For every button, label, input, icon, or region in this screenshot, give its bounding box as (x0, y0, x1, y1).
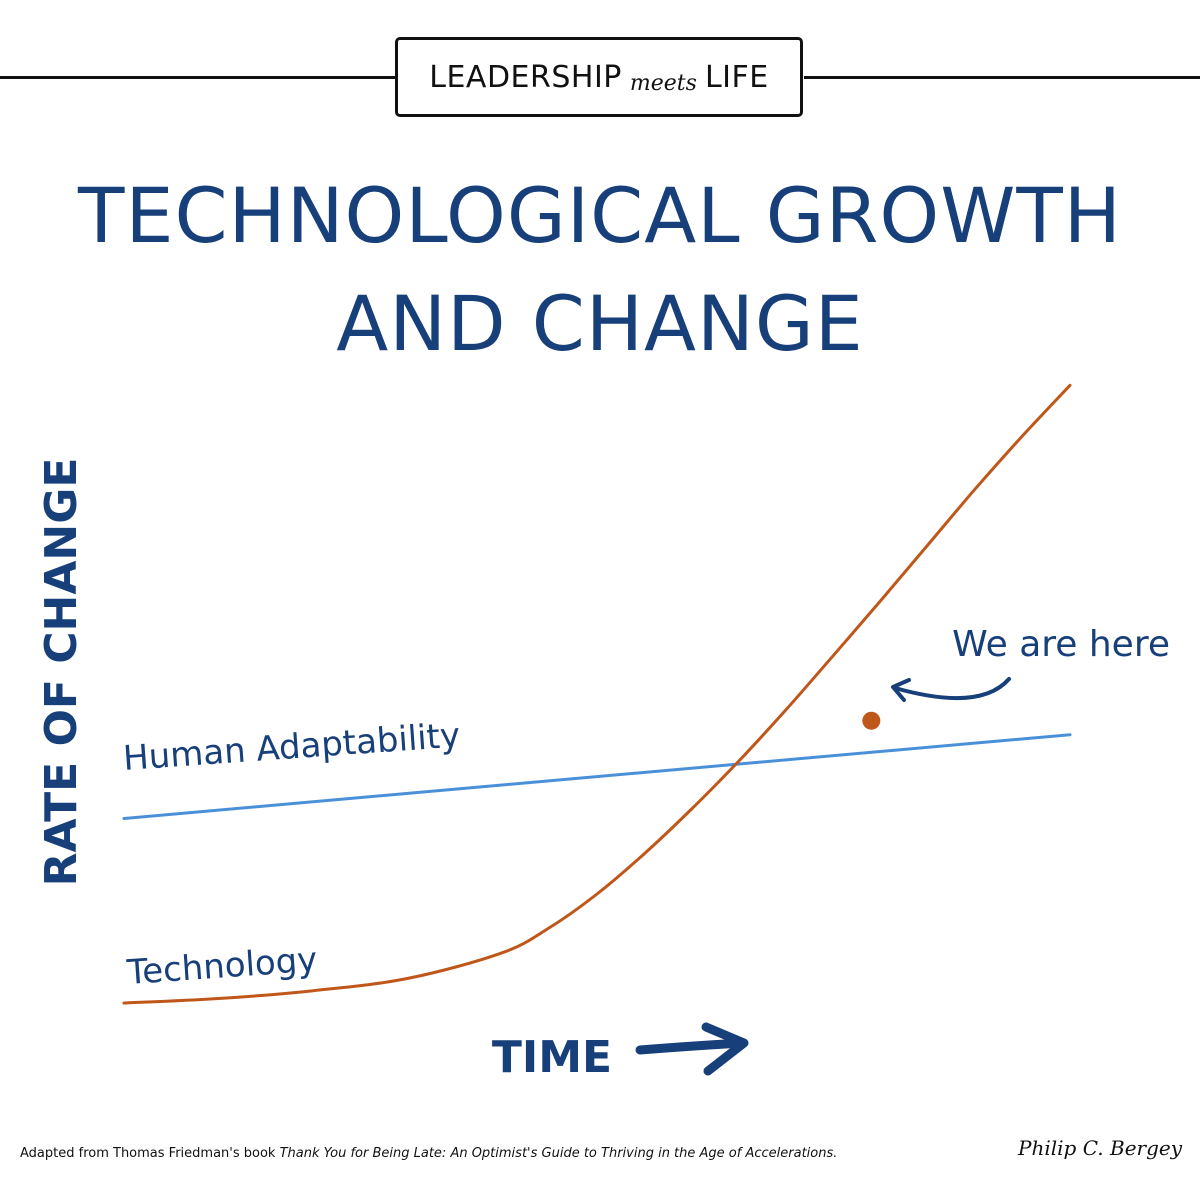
header-rule-left (0, 76, 396, 79)
time-arrow-icon (635, 1022, 749, 1076)
series-label-human-adaptability: Human Adaptability (122, 716, 462, 779)
we-are-here-marker (862, 711, 881, 730)
series-line-human-adaptability (122, 733, 1072, 820)
page-title-line-2: AND CHANGE (336, 279, 864, 368)
series-label-technology: Technology (125, 940, 319, 993)
header-rule-right (804, 76, 1200, 79)
brand-logo: LEADERSHIP meets LIFE (395, 37, 803, 117)
annotation-label: We are here (952, 624, 1170, 665)
brand-word-2: meets (629, 70, 697, 96)
pointer-arrow-icon (891, 677, 1011, 702)
brand-word-1: LEADERSHIP (429, 59, 622, 95)
brand-word-3: LIFE (704, 59, 769, 95)
author-signature: Philip C. Bergey (1018, 1136, 1183, 1160)
source-prefix: Adapted from Thomas Friedman's book (20, 1146, 280, 1161)
page-title-line-1: TECHNOLOGICAL GROWTH (78, 171, 1122, 260)
source-book-title: Thank You for Being Late: An Optimist's … (279, 1146, 838, 1161)
source-note: Adapted from Thomas Friedman's book Than… (20, 1146, 837, 1161)
y-axis-label: RATE OF CHANGE (36, 458, 87, 887)
series-line-technology (122, 383, 1072, 1005)
x-axis-label: TIME (492, 1032, 612, 1083)
